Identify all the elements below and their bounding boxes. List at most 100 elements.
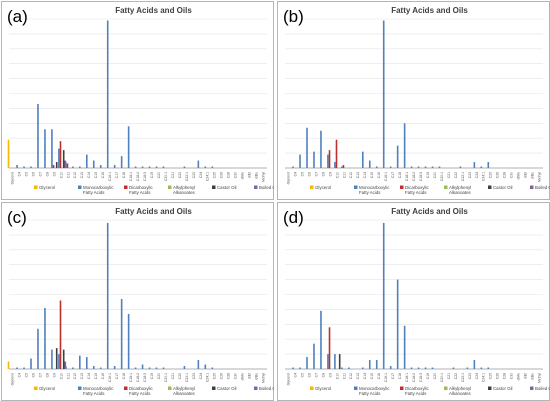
x-tick-label: C24:1 [482, 373, 486, 382]
bar [396, 145, 399, 168]
bar [320, 130, 322, 168]
legend-label: Alkanoates [173, 190, 196, 195]
bar [62, 349, 65, 369]
bar [327, 354, 329, 369]
legend-swatch [400, 386, 404, 390]
x-tick-label: C7 [38, 373, 42, 377]
legend-label: Alkanoates [449, 391, 472, 396]
x-tick-label: C18:3 [143, 373, 147, 382]
legend-label: Castor Oil [217, 185, 237, 190]
x-tick-label: C11 [342, 373, 346, 379]
x-tick-label: C20 [433, 373, 437, 379]
bar [389, 366, 392, 369]
legend-label: Boiled Oils [259, 386, 274, 391]
x-tick-label: C18:3 [419, 373, 423, 382]
legend-label: Glycerol [39, 185, 55, 190]
x-tick-label: C21 [447, 172, 451, 178]
x-tick-labels: Glycerol C4 C5 C6 C7 C8 C9 C10 C11 C12 C13 C14 C15 C1… [286, 373, 541, 386]
panel-label: (d) [283, 208, 304, 227]
x-tick-label: C21 [447, 373, 451, 379]
x-tick-label: C25 [213, 172, 217, 178]
x-tick-label: C5 [300, 373, 304, 377]
legend-label: Fatty Acids [359, 190, 381, 195]
x-tick-label: C17 [115, 172, 119, 178]
x-tick-label: C13 [356, 172, 360, 178]
bar [44, 129, 46, 168]
x-tick-label: C18 [398, 172, 402, 178]
x-tick-label: Glycerol [286, 373, 290, 386]
bar [466, 367, 469, 369]
x-tick-label: Glycerol [10, 172, 14, 185]
legend-label: Castor Oil [493, 386, 513, 391]
bar [417, 367, 420, 369]
bar [480, 166, 483, 168]
legend-label: Castor Oil [493, 185, 513, 190]
legend-label: Boiled Oils [535, 386, 550, 391]
bar [127, 313, 130, 369]
chart-panel-d: Fatty Acids and Oils (d) Glycerol C4 C5 C6 C7 C… [277, 202, 550, 401]
x-tick-label: C20 [157, 373, 161, 379]
legend-swatch [530, 185, 534, 189]
bar [299, 367, 301, 369]
x-tick-label: C4 [17, 172, 21, 176]
x-tick-label: C30 [234, 172, 238, 178]
bar [320, 310, 322, 369]
legend-label: Castor Oil [217, 386, 237, 391]
bar [438, 166, 441, 168]
x-tick-label: C16:1 [384, 172, 388, 181]
x-tick-label: C22:1 [185, 373, 189, 382]
bar [23, 166, 25, 168]
legend-label: Fatty Acids [405, 190, 427, 195]
chart-title: Fatty Acids and Oils [115, 6, 192, 15]
x-tick-label: C18:1 [405, 373, 409, 382]
x-tick-label: C11 [66, 172, 70, 178]
x-tick-label: C16 [377, 172, 381, 178]
bar [148, 166, 151, 168]
x-tick-label: C9 [52, 373, 56, 377]
bar [106, 20, 109, 168]
legend-swatch [168, 386, 172, 390]
x-tick-label: C10 [335, 373, 339, 379]
bar [342, 165, 345, 168]
x-tick-label: C28 [227, 373, 231, 379]
x-tick-label: C19 [426, 172, 430, 178]
x-tick-label: C5 [24, 373, 28, 377]
legend-swatch [310, 386, 314, 390]
legend-swatch [78, 185, 82, 189]
x-tick-label: diEt [248, 373, 252, 379]
legend-swatch [530, 386, 534, 390]
x-tick-label: C20 [433, 172, 437, 178]
chart-panel-a: Fatty Acids and Oils (a) Glycerol C4 C5 C6 C7 C… [1, 1, 274, 200]
legend-swatch [212, 386, 216, 390]
x-tick-label: C4 [293, 172, 297, 176]
bar [211, 166, 214, 168]
bar [473, 360, 476, 369]
legend-swatch [444, 386, 448, 390]
bar [341, 166, 343, 168]
legend-label: Dicarboxylic [405, 386, 429, 391]
x-tick-label: diBu [255, 373, 259, 380]
chart-frame [277, 202, 550, 401]
x-tick-label: C21 [171, 172, 175, 178]
x-tick-label: C5 [300, 172, 304, 176]
x-tick-label: diBu [255, 172, 259, 179]
chart-svg: Fatty Acids and Oils(b)Glycerol C4 C5 C6 C7 C… [277, 1, 550, 200]
bar [368, 360, 371, 369]
x-tick-label: C23 [468, 373, 472, 379]
bar [417, 166, 420, 168]
bar [92, 160, 95, 168]
x-tick-label: C28 [227, 172, 231, 178]
x-tick-labels: Glycerol C4 C5 C6 C7 C8 C9 C10 C11 C12 C13 C14 C15 C1… [10, 373, 265, 386]
bar [334, 162, 336, 168]
x-tick-label: C18:3 [419, 172, 423, 181]
bar [313, 151, 315, 168]
x-tick-label: C13 [356, 373, 360, 379]
bar [204, 166, 207, 168]
bar [37, 328, 39, 369]
x-tick-label: C24 [475, 373, 479, 379]
bar [106, 222, 109, 369]
bar [431, 166, 434, 168]
bar [59, 141, 62, 168]
